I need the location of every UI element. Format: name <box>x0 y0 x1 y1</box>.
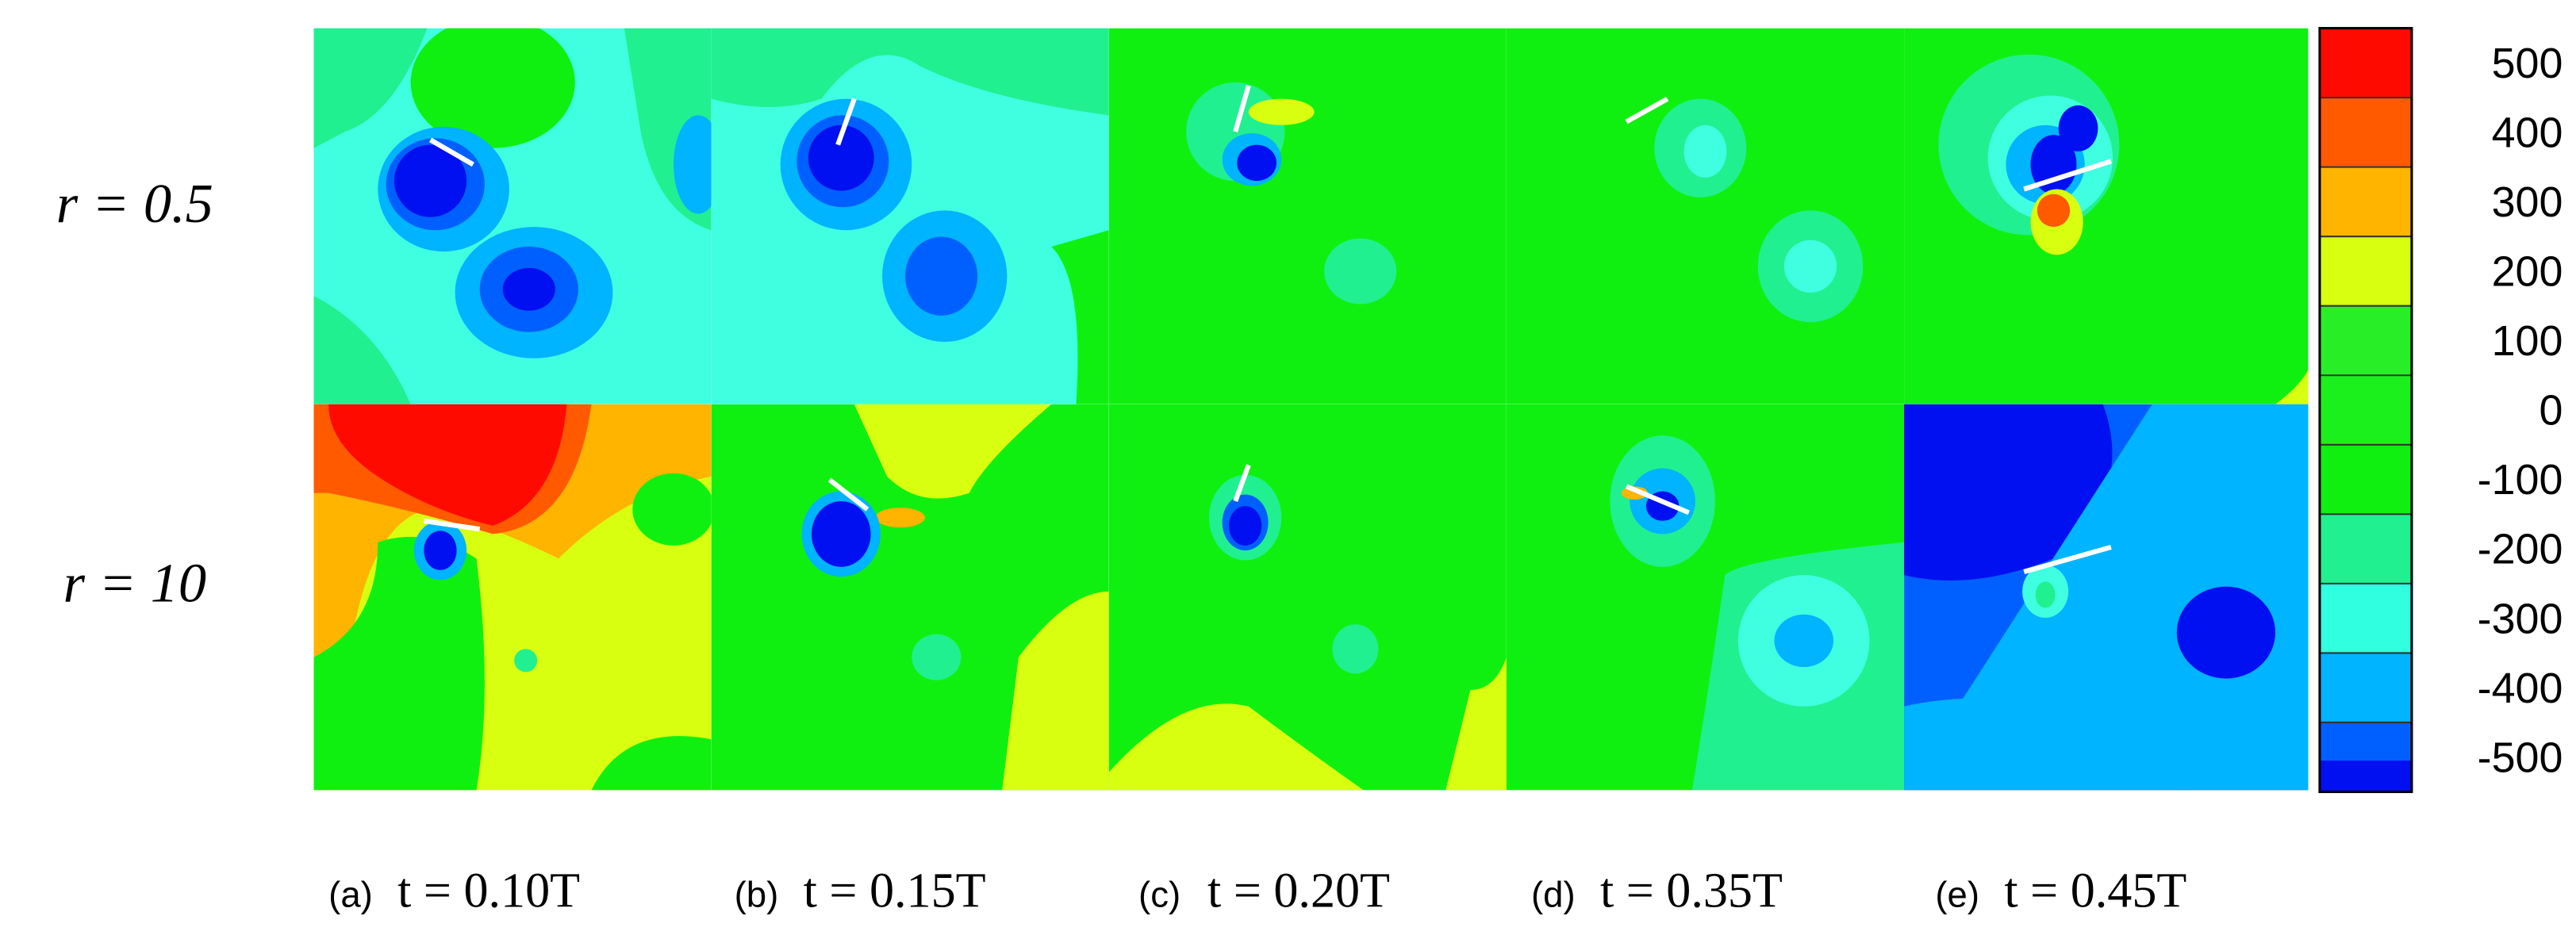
colorbar-frame <box>2318 27 2413 794</box>
panel-label: (d) <box>1531 874 1576 914</box>
colorbar-label: 200 <box>2492 248 2563 296</box>
contour-panel <box>1108 404 1507 791</box>
colorbar-band <box>2319 444 2412 515</box>
colorbar-end <box>2319 761 2412 792</box>
colorbar-label: -400 <box>2478 665 2563 712</box>
row-label: r = 10 <box>63 552 206 614</box>
panel-label: (e) <box>1935 874 1979 914</box>
contour-panel <box>313 404 712 791</box>
contour-panel <box>1904 28 2309 404</box>
panel-time: t = 0.10T <box>397 864 580 918</box>
colorbar-band <box>2319 653 2412 722</box>
colorbar-label: -200 <box>2478 526 2563 573</box>
colorbar-band <box>2319 236 2412 306</box>
colorbar-label: -300 <box>2478 595 2563 642</box>
contour-panel <box>1904 404 2309 791</box>
colorbar-band <box>2319 167 2412 237</box>
contour-panel <box>1506 28 1905 404</box>
colorbar-label: 100 <box>2492 317 2563 365</box>
panel-label: (b) <box>735 874 779 914</box>
contour-panel <box>1506 404 1905 791</box>
contour-panel <box>711 404 1109 791</box>
contour-panel <box>313 28 712 404</box>
colorbar-band <box>2319 583 2412 653</box>
contour-panel <box>711 28 1109 404</box>
colorbar-band <box>2319 305 2412 376</box>
contour-panel <box>1108 28 1507 404</box>
colorbar-band <box>2319 98 2412 167</box>
colorbar-label: -500 <box>2478 734 2563 781</box>
panel-time: t = 0.20T <box>1207 864 1390 918</box>
colorbar: 500 400 300 200 100 0 -100 -200 -300 -400 -500 <box>2318 27 2563 794</box>
colorbar-band <box>2319 375 2412 445</box>
colorbar-band <box>2319 28 2412 98</box>
colorbar-label: 300 <box>2492 178 2563 226</box>
panel-label: (a) <box>328 874 373 914</box>
colorbar-label: -100 <box>2478 456 2563 504</box>
colorbar-label: 400 <box>2492 109 2563 157</box>
colorbar-label: 500 <box>2492 40 2563 87</box>
colorbar-band <box>2319 514 2412 584</box>
panel-time: t = 0.35T <box>1600 864 1783 918</box>
panel-time: t = 0.15T <box>804 864 986 918</box>
panel-label: (c) <box>1138 874 1181 914</box>
panel-time: t = 0.45T <box>2004 864 2186 918</box>
row-label: r = 0.5 <box>56 173 213 235</box>
colorbar-label: 0 <box>2539 387 2563 435</box>
